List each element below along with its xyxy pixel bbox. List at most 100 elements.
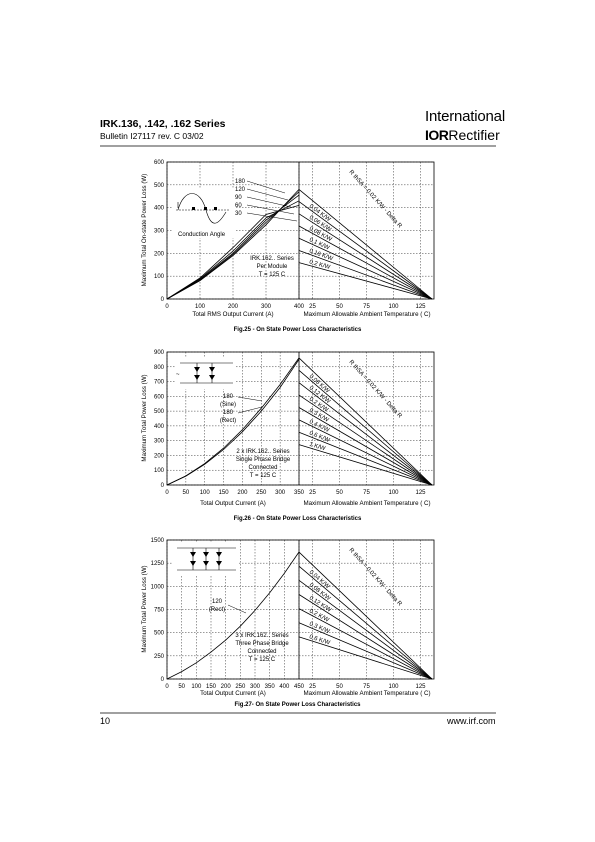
x-tick-label: 100 xyxy=(200,490,211,496)
y-tick-label: 900 xyxy=(154,350,165,356)
x-tick-label: 150 xyxy=(219,490,230,496)
curve-labels: 180 (Sine) 180 (Rect) xyxy=(220,394,263,424)
y-tick-label: 750 xyxy=(154,608,165,614)
rth-line xyxy=(298,431,433,486)
x-tick-label: 250 xyxy=(235,684,246,690)
x-axis-label-left: Total RMS Output Current (A) xyxy=(192,311,273,318)
note-box: IRK.162.. Series Per Module T = 125 C xyxy=(250,256,294,278)
bridge-schematic-icon: ~ xyxy=(175,357,235,389)
x-tick-label: 400 xyxy=(279,684,290,690)
curve-labels: 120 (Rect) xyxy=(209,599,247,614)
y-tick-label: 500 xyxy=(154,631,165,637)
angle-leader xyxy=(246,196,292,208)
y-tick-label: 300 xyxy=(154,229,165,235)
x-tick-label: 0 xyxy=(165,684,169,690)
figure-25: 0.04 K/W0.06 K/W0.08 K/W0.1 K/W0.16 K/W0… xyxy=(141,160,435,318)
angle-label: 120 xyxy=(235,187,246,193)
angle-label: 180 xyxy=(235,179,246,185)
rth-line xyxy=(298,622,433,680)
y-tick-label: 100 xyxy=(154,274,165,280)
rth-line xyxy=(298,565,433,680)
rth-line xyxy=(298,237,433,300)
rth-line xyxy=(298,419,433,486)
note-line-3: Connected xyxy=(247,649,276,655)
loss-curves xyxy=(166,551,300,680)
y-tick-label: 0 xyxy=(161,677,165,683)
rth-label: 0.2 K/W xyxy=(308,260,330,272)
page-number: 10 xyxy=(100,716,111,726)
y-tick-label: 200 xyxy=(154,453,165,459)
series-title: IRK.136, .142, .162 Series xyxy=(100,118,226,130)
loss-curve xyxy=(166,551,300,680)
rth-line xyxy=(298,225,433,300)
rth-line xyxy=(298,382,433,486)
note-line-1: IRK.162.. Series xyxy=(250,256,294,262)
grid xyxy=(166,351,434,486)
y-tick-label: 250 xyxy=(154,654,165,660)
x-tick-label-right: 25 xyxy=(309,490,316,496)
loss-curve xyxy=(166,205,300,300)
x-axis-label-right: Maximum Allowable Ambient Temperature ( … xyxy=(303,690,430,697)
angle-label: 90 xyxy=(235,195,242,201)
x-tick-label: 0 xyxy=(165,490,169,496)
note-line-1: 2 x IRK.162.. Series xyxy=(236,449,289,455)
footer-url: www.irf.com xyxy=(447,716,496,726)
rth-line xyxy=(298,250,433,300)
angle-leader xyxy=(246,188,289,201)
x-tick-label: 100 xyxy=(191,684,202,690)
x-tick-label-right: 50 xyxy=(336,684,343,690)
y-tick-label: 1250 xyxy=(151,561,165,567)
curve-label-rect: (Rect) xyxy=(220,418,236,424)
rth-line xyxy=(298,189,433,300)
angle-leader xyxy=(246,204,295,215)
y-tick-label: 400 xyxy=(154,424,165,430)
rth-line xyxy=(298,213,433,300)
y-tick-label: 600 xyxy=(154,394,165,400)
curve-label-120: 120 xyxy=(212,599,223,605)
y-tick-label: 600 xyxy=(154,160,165,166)
x-tick-label: 250 xyxy=(256,490,267,496)
bulletin-line: Bulletin I27117 rev. C 03/02 xyxy=(100,131,204,141)
x-tick-label-right: 100 xyxy=(388,304,399,310)
loss-curves xyxy=(166,357,300,486)
note-line-2: Per Module xyxy=(257,264,288,270)
y-tick-label: 700 xyxy=(154,380,165,386)
y-axis-label: Maximum Total Power Loss (W) xyxy=(141,565,148,652)
y-tick-label: 0 xyxy=(161,483,165,489)
x-axis-label-left: Total Output Current (A) xyxy=(200,500,266,507)
x-axis-label-right: Maximum Allowable Ambient Temperature ( … xyxy=(303,311,430,318)
rth-line xyxy=(298,444,433,486)
note-line-3: T = 125 C xyxy=(259,272,286,278)
x-tick-label: 150 xyxy=(206,684,217,690)
rth-line xyxy=(298,262,433,300)
y-tick-label: 500 xyxy=(154,183,165,189)
rth-label: 1 K/W xyxy=(308,442,326,453)
curve-label-sine: (Sine) xyxy=(220,402,236,408)
logo-rectifier: IORRectifier xyxy=(425,127,500,143)
rth-line xyxy=(298,407,433,486)
logo-ior: IOR xyxy=(425,127,449,143)
x-tick-label-right: 125 xyxy=(415,684,426,690)
x-tick-label: 300 xyxy=(250,684,261,690)
x-tick-label-right: 25 xyxy=(309,304,316,310)
rth-line xyxy=(298,636,433,680)
y-tick-label: 1000 xyxy=(151,584,165,590)
x-tick-label-right: 75 xyxy=(363,490,370,496)
figure-27: 0.04 K/W0.08 K/W0.12 K/W0.2 K/W0.3 K/W0.… xyxy=(141,538,435,697)
x-tick-label: 350 xyxy=(265,684,276,690)
x-tick-label: 350 xyxy=(294,490,305,496)
loss-curve xyxy=(166,200,300,300)
note-line-4: T = 125 C xyxy=(250,473,277,479)
svg-text:~: ~ xyxy=(176,372,180,378)
angle-label: 30 xyxy=(235,211,242,217)
x-axis-label-right: Maximum Allowable Ambient Temperature ( … xyxy=(303,500,430,507)
x-tick-label: 400 xyxy=(294,304,305,310)
y-tick-label: 0 xyxy=(161,297,165,303)
curve-label-rect: (Rect) xyxy=(209,607,225,613)
x-tick-label: 50 xyxy=(178,684,185,690)
x-tick-label: 450 xyxy=(294,684,305,690)
x-tick-label-right: 100 xyxy=(388,684,399,690)
x-tick-label-right: 125 xyxy=(415,490,426,496)
x-tick-label: 200 xyxy=(237,490,248,496)
